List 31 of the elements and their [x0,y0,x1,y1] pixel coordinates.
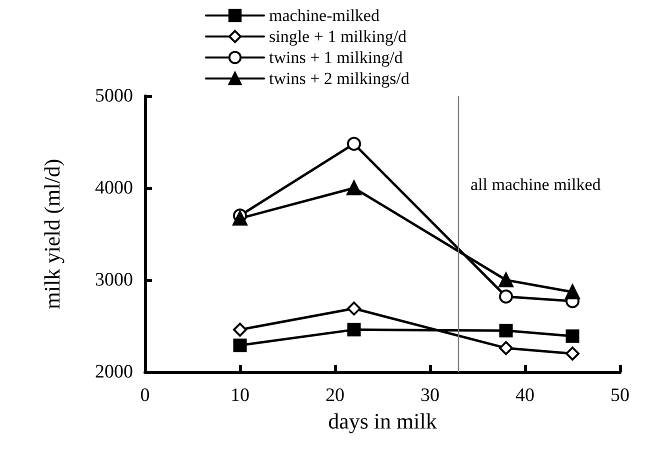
y-tick-label: 3000 [95,270,133,290]
point [565,284,580,300]
legend-label: single + 1 milking/d [269,27,408,46]
y-axis-title: milk yield (ml/d) [40,158,64,310]
y-tick-label: 4000 [95,178,133,198]
point [566,329,580,343]
point [347,136,361,151]
legend-label: machine-milked [269,6,380,25]
point [499,290,513,304]
x-tick-label: 40 [516,385,534,406]
point [347,322,361,336]
x-tick-label: 50 [610,385,630,406]
point [233,338,247,352]
x-tick-label: 0 [140,385,150,406]
x-axis-title: days in milk [328,408,437,434]
point [498,272,514,288]
y-tick-label: 2000 [95,362,133,382]
point [499,324,513,338]
legend-label: twins + 2 milkings/d [269,69,410,88]
point [566,346,580,361]
point [232,211,248,226]
y-tick-label: 5000 [95,86,133,106]
legend-label: twins + 1 milking/d [269,48,404,67]
x-tick-label: 30 [420,385,440,406]
point [347,302,361,316]
ref-line-label: all machine milked [470,175,602,194]
x-tick-label: 20 [326,385,344,406]
point [499,341,513,356]
point [346,180,362,196]
x-tick-label: 10 [230,385,250,406]
point [233,322,247,337]
